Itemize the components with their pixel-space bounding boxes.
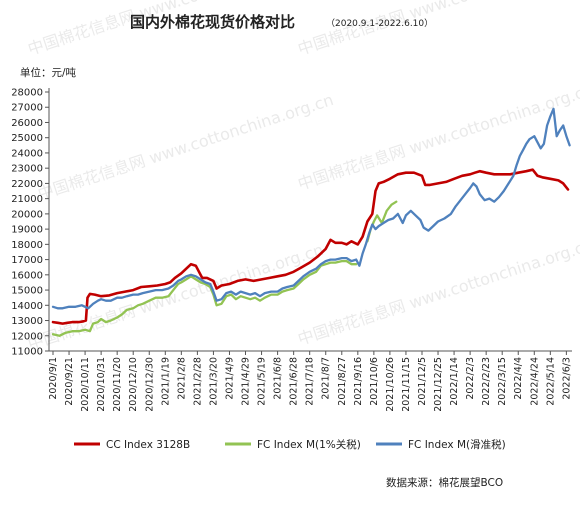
x-tick-label: 2021/12/25 — [433, 357, 444, 412]
x-tick-label: 2021/4/9 — [224, 357, 235, 400]
x-tick-label: 2021/7/18 — [305, 357, 316, 406]
series-line — [51, 107, 571, 310]
x-tick-label: 2022/2/23 — [481, 357, 492, 406]
y-tick-label: 16000 — [11, 270, 43, 281]
series-line — [51, 168, 570, 325]
y-tick-label: 24000 — [11, 148, 43, 159]
x-tick-label: 2021/8/27 — [337, 357, 348, 406]
x-tick-label: 2020/12/30 — [144, 357, 155, 412]
y-tick-label: 21000 — [11, 194, 43, 205]
legend: CC Index 3128B FC Index M(1%关税) FC Index M… — [74, 438, 506, 451]
x-tick-label: 2020/10/31 — [96, 357, 107, 412]
y-tick-label: 17000 — [11, 255, 43, 266]
x-tick-label: 2021/8/7 — [321, 357, 332, 400]
y-tick-label: 22000 — [11, 179, 43, 190]
watermark-text: 中国棉花信息网 www.cottonchina.org.cn — [295, 235, 580, 349]
x-tick-label: 2020/10/11 — [80, 357, 91, 412]
x-tick-label: 2022/2/3 — [465, 357, 476, 400]
axes: 11000 12000 13000 14000 15000 16000 17000 18000… — [11, 88, 572, 412]
y-axis-label: 单位：元/吨 — [20, 66, 77, 79]
x-tick-label: 2022/1/14 — [449, 357, 460, 406]
x-tick-label: 2022/3/15 — [497, 357, 508, 406]
x-tick-label: 2022/4/24 — [529, 357, 540, 406]
x-tick-label: 2021/6/28 — [289, 357, 300, 406]
x-tick-label: 2020/9/21 — [64, 357, 75, 406]
x-tick-label: 2022/6/3 — [561, 357, 572, 400]
x-tick-label: 2021/2/28 — [192, 357, 203, 406]
y-tick-label: 13000 — [11, 316, 43, 327]
x-tick-label: 2022/5/14 — [545, 357, 556, 406]
y-tick-label: 20000 — [11, 209, 43, 220]
watermark-text: 中国棉花信息网 www.cottonchina.org.cn — [295, 0, 580, 59]
y-tick-label: 19000 — [11, 225, 43, 236]
y-tick-label: 27000 — [11, 103, 43, 114]
x-tick-label: 2021/3/20 — [208, 357, 219, 406]
source-note: 数据来源：棉花展望BCO — [386, 476, 503, 489]
y-tick-label: 23000 — [11, 164, 43, 175]
legend-label: CC Index 3128B — [106, 439, 190, 451]
y-tick-label: 26000 — [11, 118, 43, 129]
x-tick-label: 2021/12/5 — [417, 357, 428, 406]
y-tick-label: 14000 — [11, 301, 43, 312]
x-tick-label: 2021/10/6 — [369, 357, 380, 406]
y-tick-label: 18000 — [11, 240, 43, 251]
x-tick-label: 2022/4/4 — [513, 357, 524, 400]
legend-label: FC Index M(滑准税) — [408, 438, 506, 451]
y-tick-label: 25000 — [11, 133, 43, 144]
x-tick-label: 2021/1/19 — [160, 357, 171, 406]
chart-title: 国内外棉花现货价格对比 — [130, 13, 295, 31]
series-line — [366, 200, 398, 243]
x-tick-label: 2021/9/16 — [353, 357, 364, 406]
x-tick-label: 2020/12/10 — [128, 357, 139, 412]
series-lines — [51, 107, 571, 337]
y-tick-label: 28000 — [11, 88, 43, 99]
x-tick-label: 2021/10/26 — [385, 357, 396, 412]
y-tick-label: 11000 — [11, 347, 43, 358]
x-tick-label: 2021/11/15 — [401, 357, 412, 412]
y-tick-label: 12000 — [11, 331, 43, 342]
x-tick-label: 2021/5/19 — [257, 357, 268, 406]
chart-subtitle: （2020.9.1-2022.6.10） — [326, 18, 433, 29]
series-line — [51, 259, 358, 337]
watermark-text: 中国棉花信息网 www.cottonchina.org.cn — [35, 90, 335, 204]
legend-label: FC Index M(1%关税) — [257, 438, 361, 451]
watermark-text: 中国棉花信息网 www.cottonchina.org.cn — [25, 240, 325, 354]
x-tick-label: 2021/2/8 — [176, 357, 187, 400]
y-tick-label: 15000 — [11, 286, 43, 297]
x-tick-label: 2021/4/29 — [241, 357, 252, 406]
x-tick-label: 2020/9/1 — [48, 357, 59, 400]
x-tick-label: 2021/6/8 — [273, 357, 284, 400]
x-tick-label: 2020/11/20 — [112, 357, 123, 412]
